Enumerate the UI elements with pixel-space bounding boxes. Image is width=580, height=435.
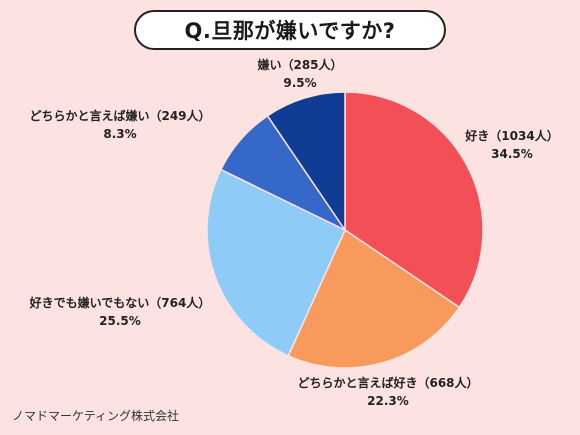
slice-label-somewhat-dislike: どちらかと言えば嫌い（249人）: [29, 108, 210, 123]
slice-label-like: 好き（1034人）: [464, 128, 558, 143]
slice-label-somewhat-like: どちらかと言えば好き（668人）: [297, 375, 478, 390]
company-credit: ノマドマーケティング株式会社: [12, 409, 180, 423]
slice-percent-somewhat-like: 22.3%: [367, 394, 409, 408]
slice-percent-neither: 25.5%: [99, 314, 141, 328]
chart-title: Q.旦那が嫌いですか?: [184, 19, 396, 43]
slice-percent-like: 34.5%: [491, 147, 533, 161]
slice-percent-somewhat-dislike: 8.3%: [103, 127, 136, 141]
title-badge: Q.旦那が嫌いですか?: [134, 10, 446, 50]
slice-percent-dislike: 9.5%: [283, 76, 316, 90]
pie-slice-like: [344, 91, 484, 309]
pie-slice-neither: [206, 168, 346, 357]
pie-slice-dislike: [266, 91, 346, 233]
slice-label-dislike: 嫌い（285人）: [256, 57, 342, 72]
slice-label-neither: 好きでも嫌いでもない（764人）: [29, 295, 211, 310]
pie-slice-somewhat-like: [287, 228, 461, 369]
